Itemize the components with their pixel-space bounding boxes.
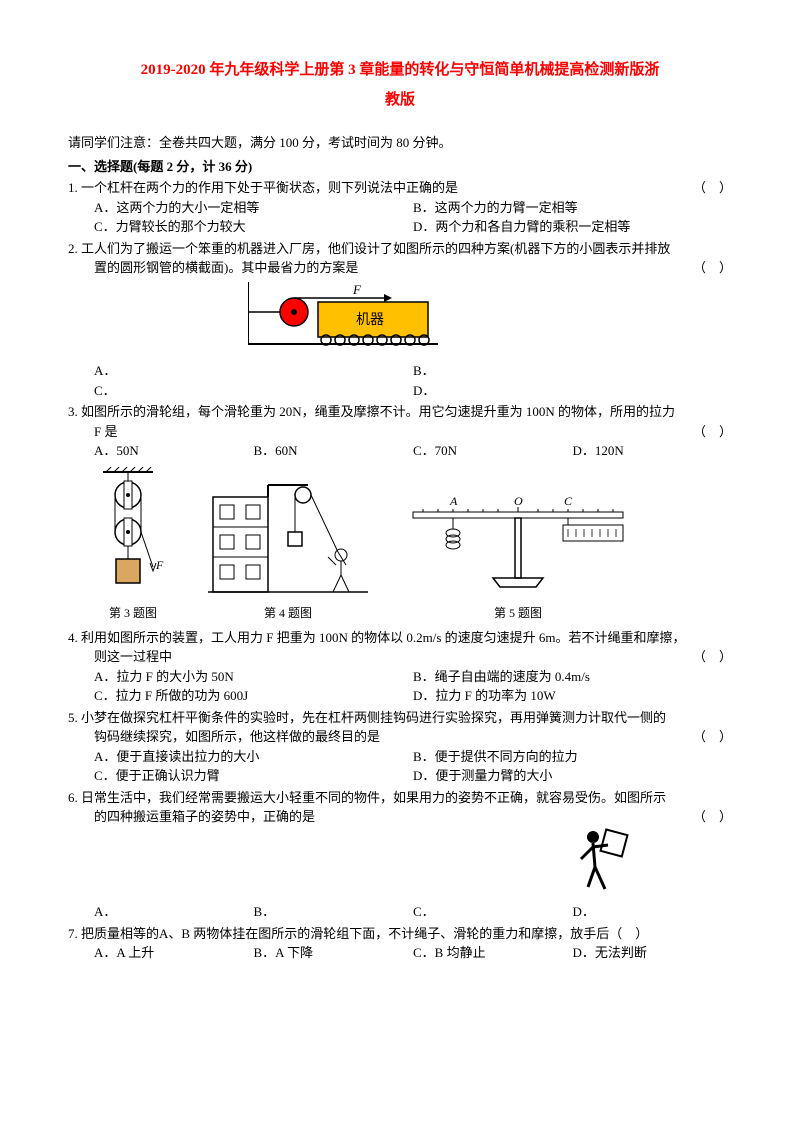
- q6-text-2: 的四种搬运重箱子的姿势中，正确的是（ ）: [68, 807, 732, 827]
- figure-4: 第 4 题图: [208, 477, 368, 622]
- q1-option-c: C．力臂较长的那个力较大: [94, 217, 413, 237]
- q2-option-a: A．: [94, 361, 413, 381]
- q2-figure-machine: F 机器: [248, 282, 438, 358]
- instruction-text: 请同学们注意：全卷共四大题，满分 100 分，考试时间为 80 分钟。: [68, 133, 732, 153]
- figure-3: F 第 3 题图: [98, 467, 168, 622]
- force-label: F: [352, 282, 362, 297]
- q6-option-b: B．: [254, 902, 414, 922]
- q3-option-d: D．120N: [573, 441, 733, 461]
- machine-label: 机器: [356, 312, 384, 328]
- svg-text:F: F: [155, 558, 164, 572]
- q5-option-b: B．便于提供不同方向的拉力: [413, 747, 732, 767]
- question-6: 6. 日常生活中，我们经常需要搬运大小轻重不同的物件，如果用力的姿势不正确，就容…: [68, 788, 732, 922]
- title-line-1: 2019-2020 年九年级科学上册第 3 章能量的转化与守恒简单机械提高检测新…: [68, 55, 732, 85]
- svg-text:A: A: [449, 494, 458, 508]
- q6-option-c: C．: [413, 902, 573, 922]
- q1-option-d: D．两个力和各自力臂的乘积一定相等: [413, 217, 732, 237]
- q5-option-d: D．便于测量力臂的大小: [413, 766, 732, 786]
- q5-text-1: 5. 小梦在做探究杠杆平衡条件的实验时，先在杠杆两侧挂钩码进行实验探究，再用弹簧…: [68, 708, 732, 728]
- q6-option-a: A．: [94, 902, 254, 922]
- q2-option-d: D．: [413, 381, 732, 401]
- fig5-caption: 第 5 题图: [408, 604, 628, 622]
- q4-option-b: B．绳子自由端的速度为 0.4m/s: [413, 667, 732, 687]
- q4-text-1: 4. 利用如图所示的装置，工人用力 F 把重为 100N 的物体以 0.2m/s…: [68, 628, 732, 648]
- q4-text-2: 则这一过程中（ ）: [68, 647, 732, 667]
- q6-text-1: 6. 日常生活中，我们经常需要搬运大小轻重不同的物件，如果用力的姿势不正确，就容…: [68, 788, 732, 808]
- figure-5: A O C 第 5 题图: [408, 487, 628, 622]
- question-4: 4. 利用如图所示的装置，工人用力 F 把重为 100N 的物体以 0.2m/s…: [68, 628, 732, 706]
- question-2: 2. 工人们为了搬运一个笨重的机器进入厂房，他们设计了如图所示的四种方案(机器下…: [68, 239, 732, 401]
- q7-option-d: D．无法判断: [573, 943, 733, 963]
- q3-option-c: C．70N: [413, 441, 573, 461]
- figure-row-3-4-5: F 第 3 题图 第 4 题图: [68, 467, 732, 622]
- section-1-header: 一、选择题(每题 2 分，计 36 分): [68, 157, 732, 177]
- q1-text: 1. 一个杠杆在两个力的作用下处于平衡状态，则下列说法中正确的是（ ）: [68, 178, 732, 198]
- svg-text:O: O: [514, 494, 523, 508]
- svg-text:C: C: [564, 494, 573, 508]
- q3-option-a: A．50N: [94, 441, 254, 461]
- question-7: 7. 把质量相等的A、B 两物体挂在图所示的滑轮组下面，不计绳子、滑轮的重力和摩…: [68, 924, 732, 963]
- fig4-caption: 第 4 题图: [208, 604, 368, 622]
- q4-option-d: D．拉力 F 的功率为 10W: [413, 686, 732, 706]
- q2-text-2: 置的圆形钢管的横截面)。其中最省力的方案是（ ）: [68, 258, 732, 278]
- q5-option-a: A．便于直接读出拉力的大小: [94, 747, 413, 767]
- fig3-caption: 第 3 题图: [98, 604, 168, 622]
- q7-option-a: A．A 上升: [94, 943, 254, 963]
- q4-option-a: A．拉力 F 的大小为 50N: [94, 667, 413, 687]
- q7-option-c: C．B 均静止: [413, 943, 573, 963]
- q4-option-c: C．拉力 F 所做的功为 600J: [94, 686, 413, 706]
- q2-option-b: B．: [413, 361, 732, 381]
- question-5: 5. 小梦在做探究杠杆平衡条件的实验时，先在杠杆两侧挂钩码进行实验探究，再用弹簧…: [68, 708, 732, 786]
- q5-option-c: C．便于正确认识力臂: [94, 766, 413, 786]
- q6-figure-person: [573, 827, 633, 903]
- q3-text-1: 3. 如图所示的滑轮组，每个滑轮重为 20N，绳重及摩擦不计。用它匀速提升重为 …: [68, 402, 732, 422]
- q2-text-1: 2. 工人们为了搬运一个笨重的机器进入厂房，他们设计了如图所示的四种方案(机器下…: [68, 239, 732, 259]
- q1-option-a: A．这两个力的大小一定相等: [94, 198, 413, 218]
- question-3: 3. 如图所示的滑轮组，每个滑轮重为 20N，绳重及摩擦不计。用它匀速提升重为 …: [68, 402, 732, 461]
- q6-option-d: D．: [573, 827, 733, 922]
- q5-text-2: 钩码继续探究，如图所示，他这样做的最终目的是（ ）: [68, 727, 732, 747]
- q1-option-b: B．这两个力的力臂一定相等: [413, 198, 732, 218]
- q3-text-2: F 是（ ）: [68, 422, 732, 442]
- question-1: 1. 一个杠杆在两个力的作用下处于平衡状态，则下列说法中正确的是（ ） A．这两…: [68, 178, 732, 237]
- q7-option-b: B．A 下降: [254, 943, 414, 963]
- q3-option-b: B．60N: [254, 441, 414, 461]
- q2-option-c: C．: [94, 381, 413, 401]
- title-line-2: 教版: [68, 85, 732, 115]
- q7-text: 7. 把质量相等的A、B 两物体挂在图所示的滑轮组下面，不计绳子、滑轮的重力和摩…: [68, 924, 732, 944]
